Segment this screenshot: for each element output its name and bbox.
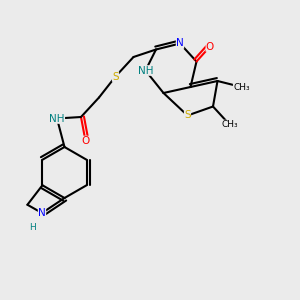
Text: O: O xyxy=(81,136,90,146)
Text: NH: NH xyxy=(49,113,65,124)
Text: NH: NH xyxy=(138,65,153,76)
Text: O: O xyxy=(206,41,214,52)
Text: CH₃: CH₃ xyxy=(233,82,250,91)
Text: CH₃: CH₃ xyxy=(221,120,238,129)
Text: H: H xyxy=(30,224,36,232)
Text: N: N xyxy=(38,208,46,218)
Text: S: S xyxy=(184,110,191,121)
Text: N: N xyxy=(176,38,184,49)
Text: S: S xyxy=(112,71,119,82)
